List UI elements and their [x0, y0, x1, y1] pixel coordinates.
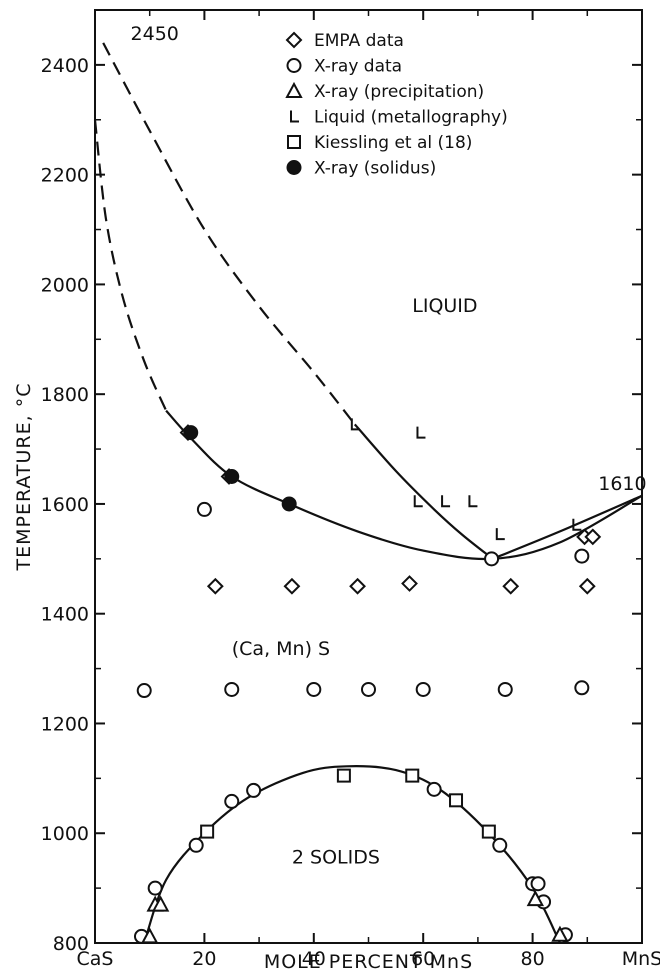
triangle-marker: [285, 81, 303, 98]
liquidus-curve: [102, 42, 356, 426]
diamond-marker: [285, 31, 303, 49]
axes: 800 1000 1200 1400 1600 1800 2000 2200 2400 CaS 20…: [13, 9, 660, 973]
x-tick-label: CaS: [77, 948, 114, 970]
filled-circle-marker: [183, 425, 199, 441]
l-marker: [290, 110, 299, 123]
y-tick-label: 1000: [41, 823, 89, 845]
circle-marker: [484, 551, 500, 567]
legend-entry: X-ray (precipitation): [314, 82, 484, 102]
diamond-marker: [584, 528, 602, 546]
liquidus-curve: [492, 494, 643, 560]
circle-marker: [530, 876, 546, 892]
legend-entry: X-ray data: [314, 57, 402, 77]
square-marker: [449, 793, 464, 808]
labels: 2450 1610 LIQUID (Ca, Mn) S 2 SOLIDS: [131, 23, 647, 868]
circle-marker: [306, 681, 322, 697]
square-marker: [481, 824, 496, 839]
y-tick-label: 1400: [41, 604, 89, 626]
circle-marker: [224, 681, 240, 697]
circle-marker: [224, 793, 240, 809]
l-marker: [572, 518, 582, 531]
square-marker: [405, 768, 420, 783]
circle-marker: [286, 58, 302, 73]
circle-marker: [246, 782, 262, 798]
l-marker: [495, 528, 505, 541]
x-tick-label: MnS: [622, 948, 660, 970]
liquidus-curve: [353, 423, 494, 560]
legend: EMPA data X-ray data X-ray (precipitation)…: [285, 31, 508, 179]
l-marker: [413, 495, 423, 508]
circle-marker: [426, 781, 442, 797]
y-tick-label: 2200: [41, 165, 89, 187]
y-tick-label: 2400: [41, 55, 89, 77]
x-tick-label: 40: [302, 948, 326, 970]
triangle-marker: [551, 925, 569, 942]
circle-marker: [136, 683, 152, 699]
y-tick-label: 800: [53, 933, 89, 955]
circle-marker: [415, 681, 431, 697]
triangle-marker: [151, 895, 170, 912]
circle-marker: [361, 681, 376, 697]
annotation-label: 1610: [598, 473, 646, 495]
diamond-marker: [349, 577, 366, 595]
y-axis-title: TEMPERATURE, °C: [13, 383, 35, 572]
filled-circle-marker: [281, 496, 297, 512]
x-tick-label: 20: [192, 948, 216, 970]
legend-entry: Liquid (metallography): [314, 108, 508, 128]
circle-marker: [196, 501, 212, 517]
l-marker: [468, 495, 478, 508]
solidus-curve: [93, 119, 168, 412]
circle-marker: [497, 681, 513, 697]
square-marker: [200, 824, 215, 839]
y-tick-label: 1600: [41, 494, 89, 516]
y-tick-label: 2000: [41, 274, 89, 296]
filled-circle-marker: [224, 469, 240, 484]
circle-marker: [188, 837, 204, 853]
x-tick-label: 80: [521, 948, 545, 970]
diamond-marker: [283, 577, 301, 595]
solidus-curve: [165, 409, 643, 561]
triangle-marker: [141, 927, 159, 944]
diamond-marker: [502, 577, 520, 595]
annotation-label: 2 SOLIDS: [292, 846, 380, 868]
curves: [93, 42, 643, 944]
data-points: [133, 418, 602, 944]
y-tick-label: 1200: [41, 713, 89, 735]
circle-marker: [574, 548, 590, 564]
circle-marker: [574, 680, 590, 696]
diamond-marker: [578, 577, 596, 595]
diamond-marker: [206, 577, 224, 595]
filled-circle-marker: [286, 160, 302, 175]
annotation-label: 2450: [131, 23, 179, 45]
x-tick-label: 60: [411, 948, 435, 970]
diamond-marker: [401, 575, 418, 592]
x-axis-title: MOLE PERCENT MnS: [264, 951, 473, 973]
square-marker: [336, 768, 351, 783]
circle-marker: [492, 837, 508, 853]
annotation-label: (Ca, Mn) S: [232, 638, 330, 660]
l-marker: [350, 418, 360, 431]
y-tick-label: 1800: [41, 384, 89, 406]
annotation-label: LIQUID: [412, 295, 477, 317]
legend-entry: Kiessling et al (18): [314, 133, 472, 153]
legend-entry: EMPA data: [314, 31, 404, 51]
l-marker: [441, 495, 451, 508]
square-marker: [287, 135, 301, 149]
circle-marker: [147, 880, 163, 896]
triangle-marker: [526, 889, 545, 907]
legend-entry: X-ray (solidus): [314, 159, 436, 179]
l-marker: [416, 426, 426, 439]
